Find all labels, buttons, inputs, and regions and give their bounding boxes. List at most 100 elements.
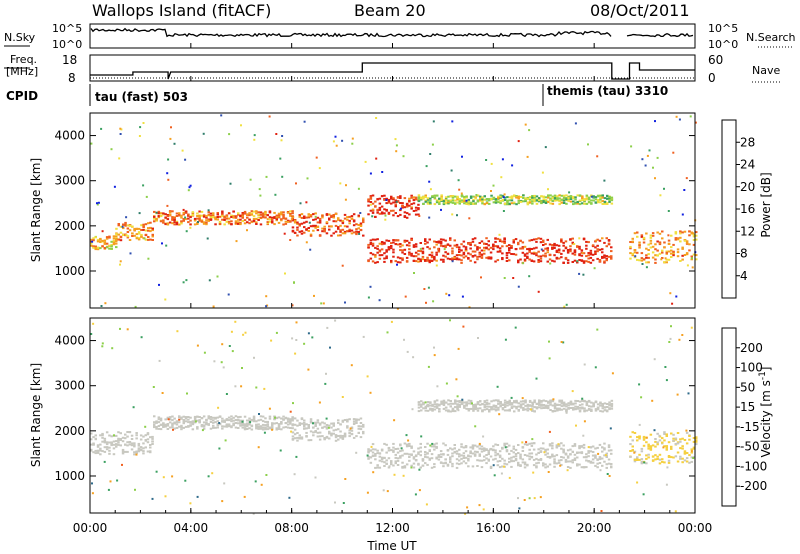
heatmap-cell: [444, 406, 448, 409]
heatmap-cell: [513, 410, 516, 413]
y-tick-label: 3000: [54, 379, 85, 393]
heatmap-cell: [115, 242, 118, 245]
heatmap-cell: [692, 457, 695, 459]
heatmap-cell: [553, 455, 556, 458]
heatmap-cell: [428, 238, 431, 241]
heatmap-cell: [246, 213, 249, 216]
heatmap-cell: [607, 242, 611, 245]
heatmap-cell: [325, 417, 328, 420]
heatmap-cell: [519, 196, 523, 198]
heatmap-cell: [555, 454, 559, 457]
heatmap-cell: [640, 259, 644, 262]
heatmap-cell: [385, 255, 388, 258]
heatmap-cell: [522, 403, 525, 406]
heatmap-cell: [140, 235, 143, 238]
heatmap-cell: [433, 203, 437, 206]
heatmap-cell: [280, 219, 283, 222]
heatmap-cell: [498, 240, 502, 243]
heatmap-cell: [521, 262, 524, 265]
heatmap-cell: [230, 223, 233, 226]
heatmap-cell: [604, 454, 607, 457]
heatmap-cell: [556, 409, 559, 412]
heatmap-cell: [551, 259, 554, 262]
heatmap-cell: [445, 292, 448, 295]
heatmap-cell: [110, 442, 113, 445]
heatmap-cell: [396, 196, 400, 199]
heatmap-cell: [271, 220, 274, 223]
heatmap-cell: [401, 461, 404, 464]
heatmap-cell: [451, 407, 455, 410]
heatmap-cell: [394, 205, 397, 208]
heatmap-cell: [583, 399, 586, 402]
heatmap-cell: [526, 252, 529, 255]
heatmap-cell: [494, 201, 498, 204]
heatmap-cell: [376, 238, 379, 241]
heatmap-cell: [442, 465, 445, 468]
heatmap-cell: [383, 242, 386, 245]
heatmap-cell: [110, 444, 113, 447]
heatmap-cell: [578, 409, 582, 412]
heatmap-cell: [458, 258, 461, 261]
heatmap-cell: [467, 200, 471, 203]
heatmap-cell: [254, 480, 257, 483]
heatmap-cell: [257, 425, 260, 428]
heatmap-cell: [587, 241, 590, 244]
heatmap-cell: [589, 446, 593, 449]
heatmap-cell: [369, 242, 373, 244]
heatmap-cell: [155, 421, 158, 424]
heatmap-cell: [369, 243, 373, 246]
heatmap-cell: [384, 214, 387, 217]
heatmap-cell: [642, 238, 646, 241]
heatmap-cell: [184, 210, 188, 213]
heatmap-cell: [312, 213, 315, 216]
heatmap-cell: [560, 201, 564, 204]
heatmap-cell: [449, 244, 452, 247]
heatmap-cell: [225, 419, 229, 422]
heatmap-cell: [390, 197, 393, 200]
heatmap-cell: [601, 251, 604, 254]
heatmap-cell: [569, 403, 573, 406]
heatmap-cell: [582, 260, 586, 263]
heatmap-cell: [291, 337, 294, 340]
heatmap-cell: [431, 143, 434, 146]
heatmap-cell: [403, 240, 407, 243]
heatmap-cell: [460, 254, 463, 257]
heatmap-cell: [560, 401, 564, 404]
heatmap-cell: [232, 424, 235, 427]
heatmap-cell: [383, 461, 386, 464]
heatmap-cell: [517, 261, 520, 264]
heatmap-cell: [246, 422, 249, 425]
heatmap-cell: [569, 466, 572, 469]
heatmap-cell: [587, 143, 589, 146]
heatmap-cell: [647, 243, 650, 246]
heatmap-cell: [374, 200, 377, 203]
heatmap-cell: [532, 238, 536, 241]
heatmap-cell: [500, 472, 503, 475]
heatmap-cell: [355, 228, 358, 231]
heatmap-cell: [450, 169, 453, 172]
heatmap-cell: [503, 202, 507, 205]
heatmap-cell: [345, 184, 347, 187]
heatmap-cell: [201, 429, 204, 432]
heatmap-cell: [603, 241, 606, 244]
heatmap-cell: [151, 497, 154, 500]
heatmap-cell: [296, 228, 299, 231]
heatmap-cell: [110, 245, 113, 248]
heatmap-cell: [532, 251, 536, 254]
time-axis: 00:00 04:00 08:00 12:00 16:00 20:00 00:00: [73, 43, 712, 535]
nsky-tick-bottom: 10^0: [52, 38, 82, 51]
heatmap-cell: [458, 251, 461, 253]
heatmap-cell: [469, 196, 473, 199]
heatmap-cell: [402, 474, 405, 477]
heatmap-cell: [638, 383, 641, 386]
heatmap-cell: [298, 223, 301, 226]
heatmap-cell: [108, 244, 111, 247]
heatmap-cell: [578, 451, 581, 454]
heatmap-cell: [198, 214, 201, 217]
heatmap-cell: [467, 257, 470, 259]
heatmap-cell: [399, 456, 402, 459]
heatmap-cell: [688, 249, 691, 252]
heatmap-cell: [665, 483, 668, 486]
heatmap-cell: [101, 434, 104, 437]
heatmap-cell: [350, 215, 354, 218]
